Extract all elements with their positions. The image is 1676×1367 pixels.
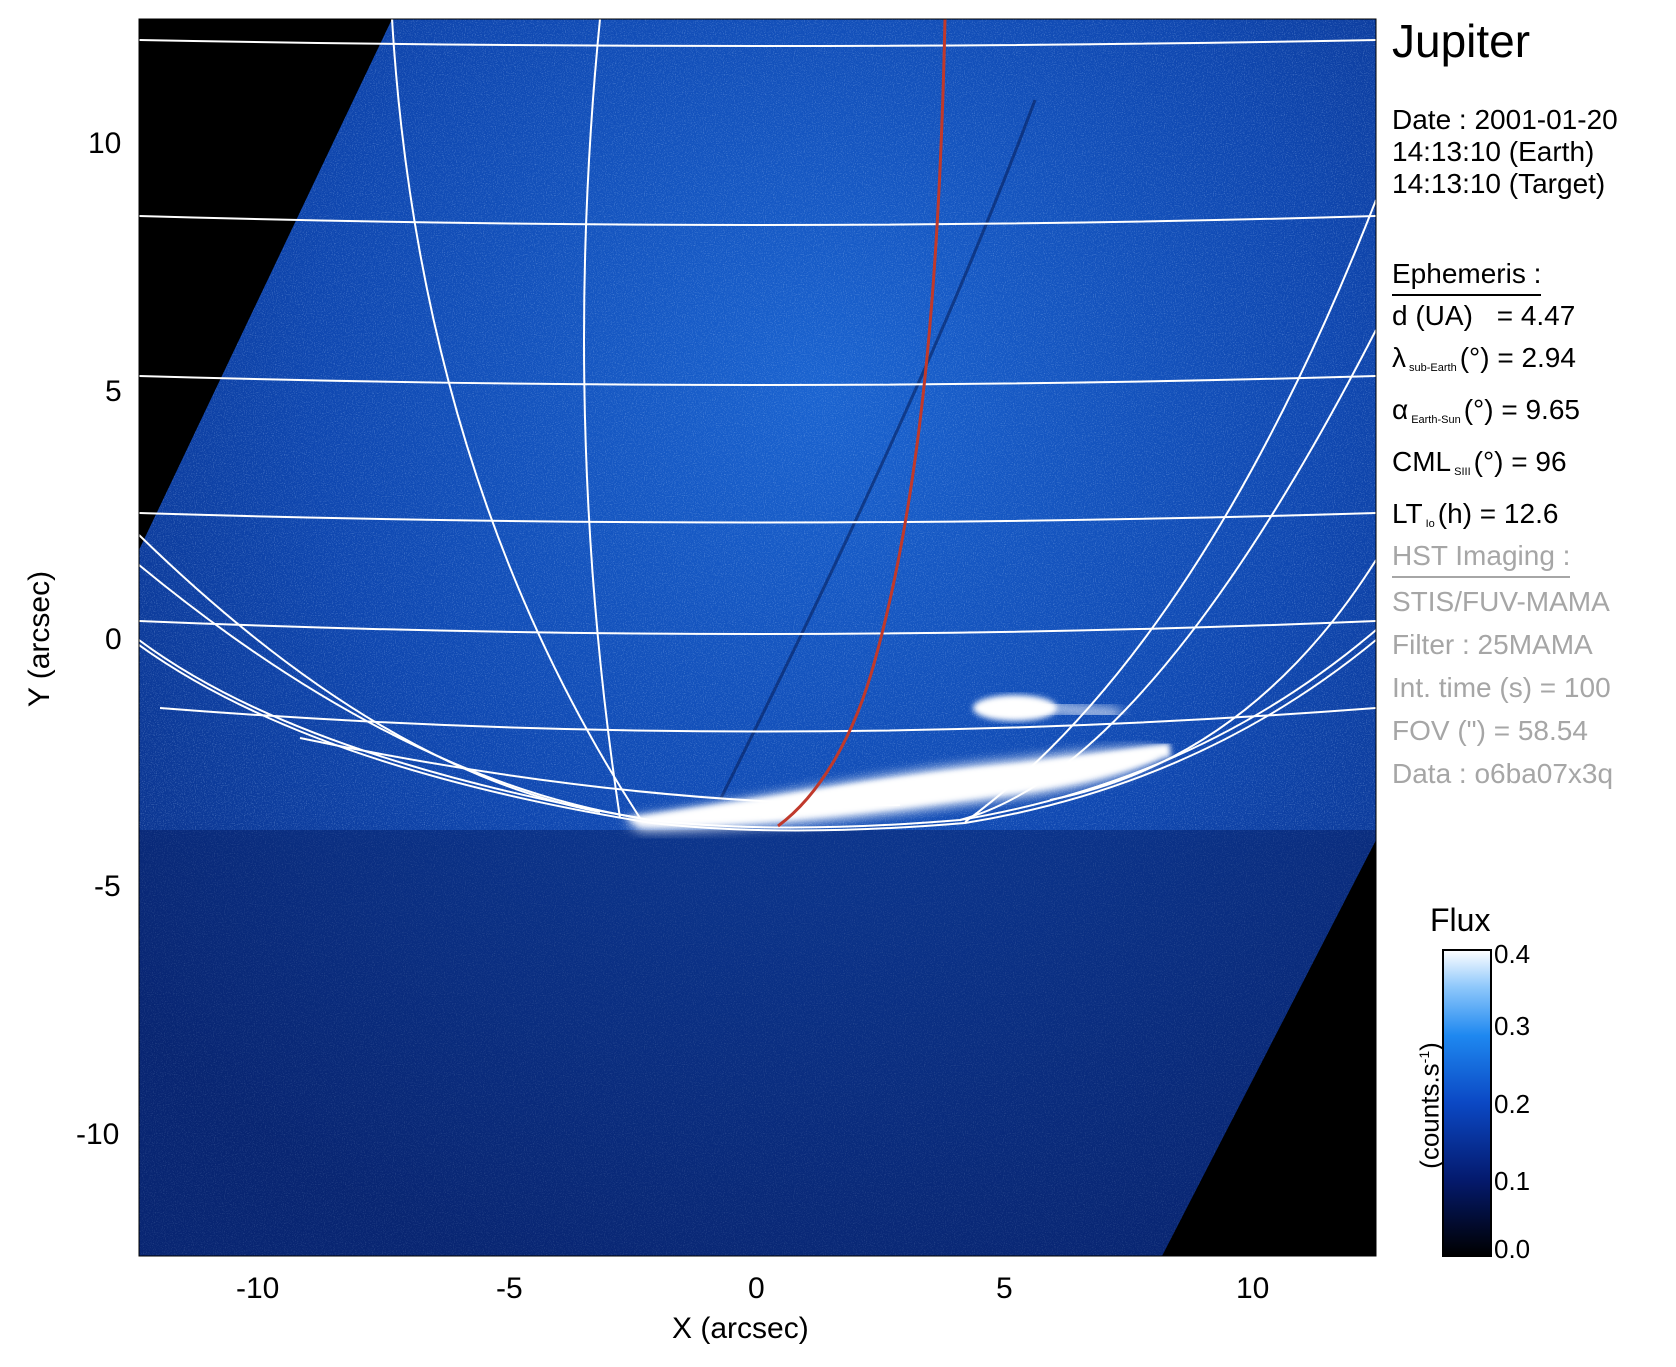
colorbar-unit-close: )	[1414, 1042, 1445, 1051]
ephemeris-distance: d (UA) = 4.47	[1392, 300, 1580, 332]
cml-symbol: CML	[1392, 446, 1452, 477]
latitude-grid	[139, 39, 1376, 806]
alpha-symbol: α	[1392, 394, 1409, 425]
colorbar-tick-3: 0.1	[1494, 1166, 1531, 1196]
hst-fov: FOV (") = 58.54	[1392, 715, 1588, 746]
alpha-value: (°) = 9.65	[1463, 394, 1580, 425]
y-tick-1: 5	[105, 375, 122, 408]
colorbar-tick-0: 0.4	[1494, 939, 1531, 969]
hst-instrument: STIS/FUV-MAMA	[1392, 586, 1610, 617]
hst-int-time: Int. time (s) = 100	[1392, 672, 1611, 703]
page-title: Jupiter	[1392, 15, 1531, 67]
target-time: 14:13:10 (Target)	[1392, 168, 1606, 199]
limb-curves	[139, 329, 1376, 832]
distance-value: = 4.47	[1496, 300, 1576, 331]
x-tick-3: 5	[996, 1272, 1013, 1305]
lambda-value: (°) = 2.94	[1459, 342, 1576, 373]
detector-noise	[139, 19, 1376, 1256]
longitude-grid	[391, 19, 1376, 823]
x-tick-4: 10	[1236, 1272, 1270, 1305]
x-tick-1: -5	[496, 1272, 523, 1305]
dark-streak	[718, 99, 1037, 801]
alpha-subscript: Earth-Sun	[1411, 414, 1461, 426]
cml-subscript: SIII	[1454, 466, 1471, 478]
hst-header: HST Imaging :	[1392, 540, 1571, 578]
distance-label: d (UA)	[1392, 300, 1473, 331]
cml-value: (°) = 96	[1473, 446, 1567, 477]
y-tick-3: -5	[94, 870, 121, 903]
hst-block: HST Imaging : STIS/FUV-MAMA Filter : 25M…	[1392, 540, 1613, 790]
ephemeris-lambda: λ sub-Earth (°) = 2.94	[1392, 342, 1580, 384]
hst-data-id: Data : o6ba07x3q	[1392, 758, 1614, 789]
ephemeris-alpha: α Earth-Sun (°) = 9.65	[1392, 394, 1580, 436]
x-tick-0: -10	[236, 1272, 280, 1305]
lambda-subscript: sub-Earth	[1409, 362, 1457, 374]
y-axis-label: Y (arcsec)	[23, 570, 56, 708]
colorbar	[1442, 949, 1492, 1257]
date-block: Date : 2001-01-20 14:13:10 (Earth) 14:13…	[1392, 104, 1618, 200]
date-line: Date : 2001-01-20	[1392, 104, 1618, 135]
colorbar-unit: (counts.s	[1414, 1063, 1445, 1169]
plot-frame	[138, 18, 1377, 1257]
x-axis-label: X (arcsec)	[672, 1312, 809, 1345]
y-tick-4: -10	[76, 1118, 120, 1151]
lt-value: (h) = 12.6	[1437, 498, 1559, 529]
y-tick-0: 10	[88, 127, 122, 160]
colorbar-tick-2: 0.2	[1494, 1089, 1531, 1119]
ephemeris-block: Ephemeris : d (UA) = 4.47 λ sub-Earth (°) …	[1392, 258, 1580, 540]
ephemeris-lt: LT Io (h) = 12.6	[1392, 498, 1580, 540]
plot-area	[138, 18, 1377, 1257]
detector-lower-shade	[139, 830, 1376, 1256]
x-tick-2: 0	[748, 1272, 765, 1305]
lt-symbol: LT	[1392, 498, 1423, 529]
colorbar-unit-exponent: -1	[1415, 1050, 1432, 1064]
colorbar-tick-4: 0.0	[1494, 1234, 1531, 1264]
colorbar-title: Flux	[1430, 902, 1491, 938]
y-tick-2: 0	[105, 623, 122, 656]
io-footpath	[777, 19, 947, 828]
hst-filter: Filter : 25MAMA	[1392, 629, 1593, 660]
earth-time: 14:13:10 (Earth)	[1392, 136, 1595, 167]
lt-subscript: Io	[1425, 518, 1435, 530]
colorbar-tick-1: 0.3	[1494, 1011, 1531, 1041]
lambda-symbol: λ	[1392, 342, 1406, 373]
colorbar-gradient	[1442, 949, 1492, 1257]
ephemeris-header: Ephemeris :	[1392, 258, 1542, 296]
colorbar-unit-label: (counts.s-1)	[1415, 1006, 1446, 1206]
ephemeris-cml: CML SIII (°) = 96	[1392, 446, 1580, 488]
